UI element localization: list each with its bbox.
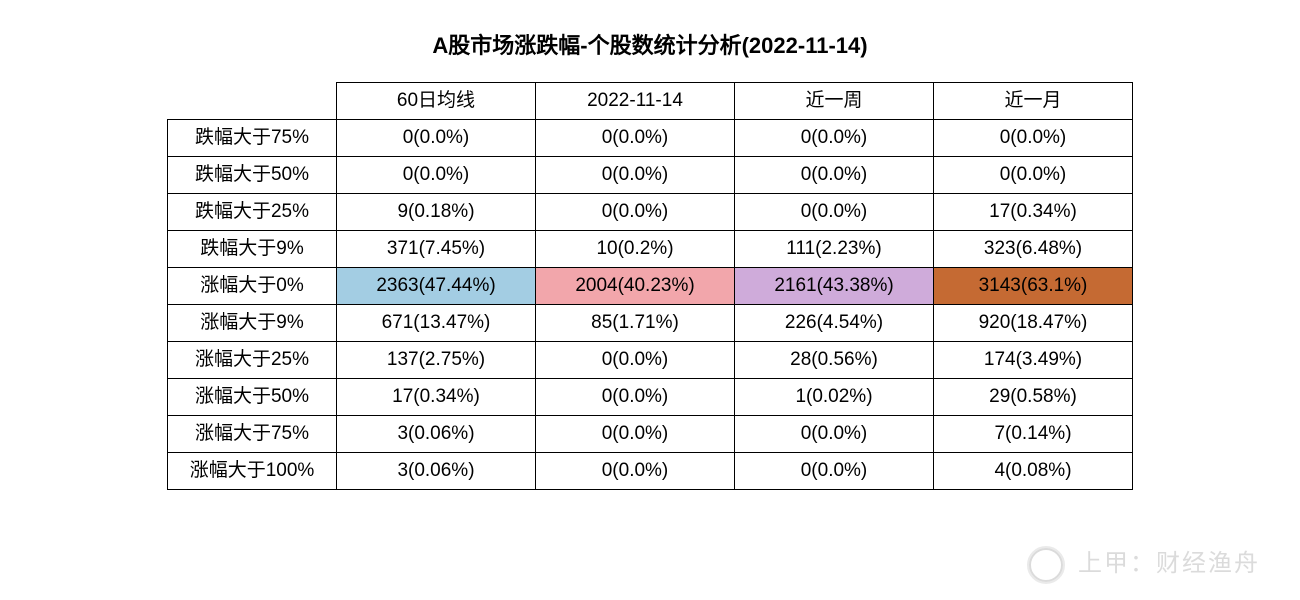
table-cell: 0(0.0%) xyxy=(536,194,735,231)
table-cell: 29(0.58%) xyxy=(934,379,1133,416)
corner-cell xyxy=(168,83,337,120)
col-header: 近一月 xyxy=(934,83,1133,120)
table-cell-highlight: 2004(40.23%) xyxy=(536,268,735,305)
table-row: 涨幅大于75% 3(0.06%) 0(0.0%) 0(0.0%) 7(0.14%… xyxy=(168,416,1133,453)
table-row: 跌幅大于9% 371(7.45%) 10(0.2%) 111(2.23%) 32… xyxy=(168,231,1133,268)
table-cell-highlight: 3143(63.1%) xyxy=(934,268,1133,305)
table-row: 跌幅大于50% 0(0.0%) 0(0.0%) 0(0.0%) 0(0.0%) xyxy=(168,157,1133,194)
table-cell: 671(13.47%) xyxy=(337,305,536,342)
table-cell: 0(0.0%) xyxy=(934,120,1133,157)
table-cell: 0(0.0%) xyxy=(735,416,934,453)
table-cell: 323(6.48%) xyxy=(934,231,1133,268)
table-cell: 85(1.71%) xyxy=(536,305,735,342)
table-cell: 111(2.23%) xyxy=(735,231,934,268)
table-cell: 0(0.0%) xyxy=(337,120,536,157)
table-cell: 371(7.45%) xyxy=(337,231,536,268)
row-label: 涨幅大于100% xyxy=(168,453,337,490)
table-cell: 0(0.0%) xyxy=(536,342,735,379)
table-cell-highlight: 2363(47.44%) xyxy=(337,268,536,305)
watermark-logo-icon xyxy=(1029,548,1063,582)
table-row: 涨幅大于9% 671(13.47%) 85(1.71%) 226(4.54%) … xyxy=(168,305,1133,342)
table-cell: 0(0.0%) xyxy=(337,157,536,194)
table-row: 涨幅大于50% 17(0.34%) 0(0.0%) 1(0.02%) 29(0.… xyxy=(168,379,1133,416)
watermark: 上甲：财经渔舟 xyxy=(1029,543,1260,582)
table-cell: 9(0.18%) xyxy=(337,194,536,231)
table-cell: 0(0.0%) xyxy=(735,453,934,490)
table-cell: 4(0.08%) xyxy=(934,453,1133,490)
row-label: 涨幅大于75% xyxy=(168,416,337,453)
table-cell: 226(4.54%) xyxy=(735,305,934,342)
table-cell: 17(0.34%) xyxy=(337,379,536,416)
table-cell: 0(0.0%) xyxy=(735,120,934,157)
table-cell: 0(0.0%) xyxy=(536,120,735,157)
row-label: 涨幅大于25% xyxy=(168,342,337,379)
table-cell: 0(0.0%) xyxy=(536,416,735,453)
table-row: 涨幅大于100% 3(0.06%) 0(0.0%) 0(0.0%) 4(0.08… xyxy=(168,453,1133,490)
table-cell: 3(0.06%) xyxy=(337,416,536,453)
table-cell: 0(0.0%) xyxy=(536,453,735,490)
row-label: 跌幅大于9% xyxy=(168,231,337,268)
table-cell: 28(0.56%) xyxy=(735,342,934,379)
col-header: 2022-11-14 xyxy=(536,83,735,120)
row-label: 涨幅大于9% xyxy=(168,305,337,342)
table-cell: 3(0.06%) xyxy=(337,453,536,490)
table-cell: 10(0.2%) xyxy=(536,231,735,268)
table-row: 跌幅大于25% 9(0.18%) 0(0.0%) 0(0.0%) 17(0.34… xyxy=(168,194,1133,231)
table-cell: 0(0.0%) xyxy=(735,157,934,194)
table-cell: 0(0.0%) xyxy=(536,379,735,416)
table-container: 60日均线 2022-11-14 近一周 近一月 跌幅大于75% 0(0.0%)… xyxy=(0,70,1300,490)
table-row-highlight: 涨幅大于0% 2363(47.44%) 2004(40.23%) 2161(43… xyxy=(168,268,1133,305)
table-body: 跌幅大于75% 0(0.0%) 0(0.0%) 0(0.0%) 0(0.0%) … xyxy=(168,120,1133,490)
table-cell: 7(0.14%) xyxy=(934,416,1133,453)
stats-table: 60日均线 2022-11-14 近一周 近一月 跌幅大于75% 0(0.0%)… xyxy=(167,82,1133,490)
row-label: 涨幅大于0% xyxy=(168,268,337,305)
table-header-row: 60日均线 2022-11-14 近一周 近一月 xyxy=(168,83,1133,120)
row-label: 涨幅大于50% xyxy=(168,379,337,416)
col-header: 60日均线 xyxy=(337,83,536,120)
table-cell: 174(3.49%) xyxy=(934,342,1133,379)
table-row: 跌幅大于75% 0(0.0%) 0(0.0%) 0(0.0%) 0(0.0%) xyxy=(168,120,1133,157)
row-label: 跌幅大于50% xyxy=(168,157,337,194)
table-cell: 137(2.75%) xyxy=(337,342,536,379)
table-cell: 1(0.02%) xyxy=(735,379,934,416)
table-row: 涨幅大于25% 137(2.75%) 0(0.0%) 28(0.56%) 174… xyxy=(168,342,1133,379)
page-title: A股市场涨跌幅-个股数统计分析(2022-11-14) xyxy=(0,0,1300,70)
table-cell-highlight: 2161(43.38%) xyxy=(735,268,934,305)
row-label: 跌幅大于25% xyxy=(168,194,337,231)
table-cell: 17(0.34%) xyxy=(934,194,1133,231)
watermark-text: 上甲：财经渔舟 xyxy=(1078,550,1260,577)
row-label: 跌幅大于75% xyxy=(168,120,337,157)
col-header: 近一周 xyxy=(735,83,934,120)
table-cell: 920(18.47%) xyxy=(934,305,1133,342)
table-cell: 0(0.0%) xyxy=(934,157,1133,194)
table-cell: 0(0.0%) xyxy=(536,157,735,194)
table-cell: 0(0.0%) xyxy=(735,194,934,231)
